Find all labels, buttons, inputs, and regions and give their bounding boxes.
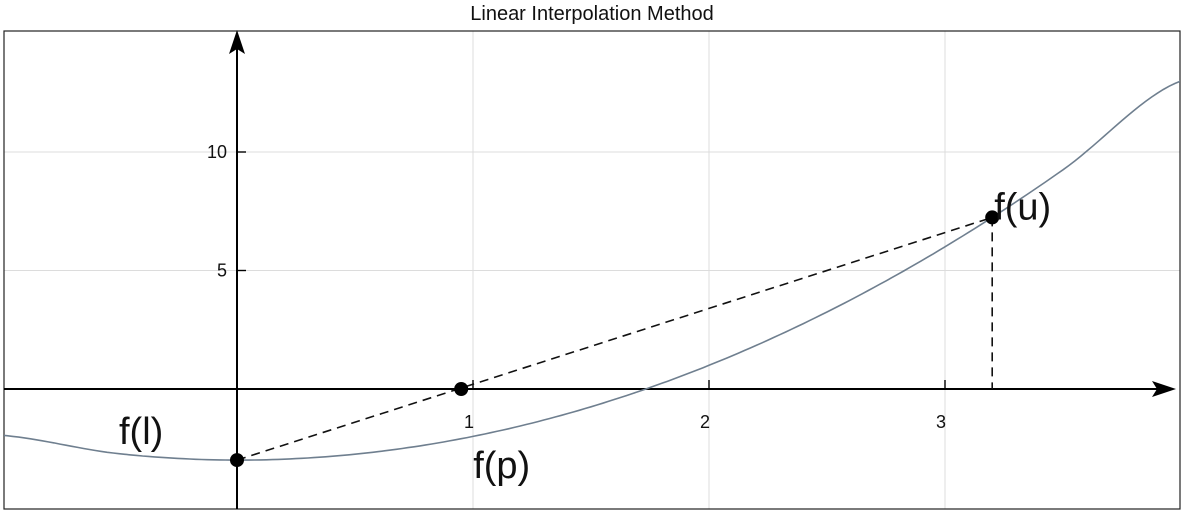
point-label: f(p) xyxy=(473,445,530,487)
marker-point xyxy=(985,210,1000,225)
x-tick-label: 2 xyxy=(700,412,710,432)
x-tick-label: 1 xyxy=(464,412,474,432)
axes xyxy=(4,30,1176,509)
y-tick-label: 5 xyxy=(217,261,227,281)
point-label: f(u) xyxy=(994,186,1051,228)
plot-frame xyxy=(3,30,1181,510)
y-tick-label: 10 xyxy=(207,142,227,162)
function-curve-layer xyxy=(4,80,1180,461)
grid xyxy=(4,31,1180,509)
secant-line xyxy=(236,216,993,461)
secant-layer xyxy=(236,216,994,461)
points-layer xyxy=(230,210,1000,468)
x-tick-label: 3 xyxy=(936,412,946,432)
chart-title: Linear Interpolation Method xyxy=(470,3,714,25)
function-curve xyxy=(4,80,1180,461)
x-axis-arrow-icon xyxy=(1152,381,1176,397)
y-axis-arrow-icon xyxy=(229,30,245,54)
annotations-layer: f(l) f(p) f(u) xyxy=(119,186,1051,487)
point-label: f(l) xyxy=(119,411,163,453)
marker-point xyxy=(230,453,244,468)
tick-labels: 1 2 3 5 10 xyxy=(207,142,946,432)
marker-point xyxy=(454,382,469,396)
